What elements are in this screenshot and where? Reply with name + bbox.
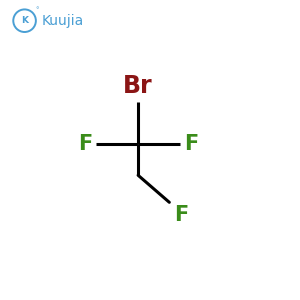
- Text: F: F: [184, 134, 198, 154]
- Text: K: K: [21, 16, 28, 25]
- Text: Kuujia: Kuujia: [41, 14, 83, 28]
- Text: °: °: [36, 8, 39, 14]
- Text: F: F: [78, 134, 92, 154]
- Text: F: F: [174, 205, 188, 225]
- Text: Br: Br: [123, 74, 153, 98]
